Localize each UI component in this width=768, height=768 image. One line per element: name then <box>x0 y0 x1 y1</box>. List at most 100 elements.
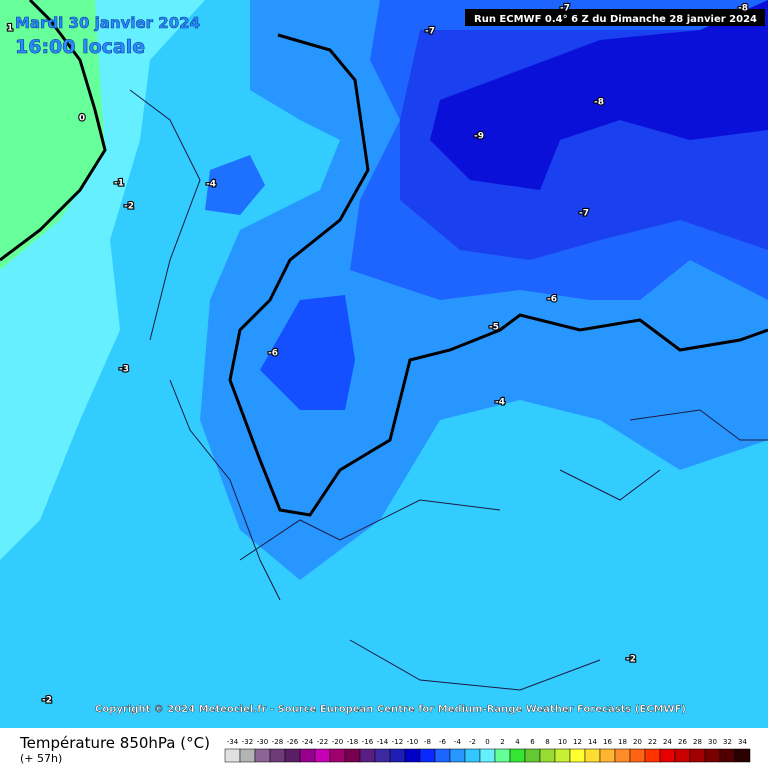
contour-label: -2 <box>626 655 636 665</box>
scale-swatch <box>494 748 511 763</box>
scale-label: -22 <box>317 738 328 746</box>
date: Mardi 30 janvier 2024 <box>15 14 200 32</box>
scale-label: 30 <box>708 738 717 746</box>
scale-swatch <box>224 748 241 763</box>
scale-label: -32 <box>242 738 253 746</box>
contour-label: -8 <box>738 4 748 14</box>
legend-subtitle: (+ 57h) <box>20 752 62 765</box>
contour-label: -1 <box>114 179 124 189</box>
contour-label: 1 <box>7 24 13 34</box>
run-box <box>465 9 765 26</box>
scale-label: 34 <box>738 738 747 746</box>
scale-swatch <box>464 748 481 763</box>
scale-label: 18 <box>618 738 627 746</box>
scale-label: 2 <box>500 738 504 746</box>
scale-swatch <box>284 748 301 763</box>
scale-swatch <box>659 748 676 763</box>
scale-label: 4 <box>515 738 520 746</box>
contour-label: -8 <box>594 98 604 108</box>
contour-label: -7 <box>425 27 435 37</box>
scale-swatch <box>329 748 346 763</box>
scale-swatch <box>539 748 556 763</box>
scale-label: -18 <box>347 738 358 746</box>
scale-label: -14 <box>377 738 389 746</box>
scale-swatch <box>359 748 376 763</box>
contour-label: 0 <box>79 114 85 124</box>
zone-minus6-b <box>260 295 355 410</box>
contour-label: -4 <box>495 398 505 408</box>
scale-label: -26 <box>287 738 299 746</box>
scale-swatch <box>299 748 316 763</box>
contour-label: -7 <box>579 209 589 219</box>
zone-minus8 <box>430 0 768 190</box>
copyright: Copyright © 2024 Meteociel.fr - Source E… <box>95 704 686 715</box>
scale-swatch <box>314 748 331 763</box>
scale-label: -34 <box>227 738 239 746</box>
scale-label: 20 <box>633 738 642 746</box>
contour-label: -9 <box>474 132 484 142</box>
contour-label: -4 <box>206 180 216 190</box>
contour-label: -2 <box>124 202 134 212</box>
scale-label: 28 <box>693 738 702 746</box>
scale-swatch <box>389 748 406 763</box>
scale-label: 6 <box>530 738 535 746</box>
scale-label: -2 <box>469 738 476 746</box>
scale-label: 10 <box>558 738 567 746</box>
scale-swatch <box>479 748 496 763</box>
scale-swatch <box>599 748 616 763</box>
legend-title: Température 850hPa (°C) <box>19 734 210 752</box>
scale-swatch <box>734 748 751 763</box>
contour-label: -6 <box>547 295 557 305</box>
scale-swatch <box>584 748 601 763</box>
scale-label: -30 <box>257 738 268 746</box>
scale-swatch <box>569 748 586 763</box>
scale-swatch <box>674 748 691 763</box>
color-scale: -34 -32 -30 -28 -26 -24 -22 -20 -18 -16 -14 -12 -10-… <box>224 738 751 763</box>
scale-swatch <box>344 748 361 763</box>
scale-swatch <box>719 748 736 763</box>
scale-swatch <box>419 748 436 763</box>
scale-label: -28 <box>272 738 283 746</box>
scale-label: 8 <box>545 738 549 746</box>
scale-swatch <box>404 748 421 763</box>
scale-label: -4 <box>454 738 462 746</box>
scale-swatch <box>629 748 646 763</box>
scale-label: 26 <box>678 738 687 746</box>
scale-swatch <box>689 748 706 763</box>
scale-swatch <box>449 748 466 763</box>
contour-label: -2 <box>42 696 52 706</box>
contour-label: -6 <box>268 349 278 359</box>
scale-swatch <box>704 748 721 763</box>
scale-label: 12 <box>573 738 582 746</box>
scale-swatch <box>374 748 391 763</box>
scale-swatch <box>644 748 661 763</box>
time: 16:00 locale <box>15 36 145 58</box>
scale-swatch <box>269 748 286 763</box>
contour-labels: -7 -8 -7 -8 -9 0 -1 -4 -2 -7 -6 -5 -6 -3 -4 -2 -2 1 <box>6 2 749 706</box>
contour-label: -7 <box>560 4 570 14</box>
scale-swatch <box>554 748 571 763</box>
scale-label: -12 <box>392 738 403 746</box>
scale-label: -20 <box>332 738 343 746</box>
scale-swatch <box>239 748 256 763</box>
scale-swatch <box>524 748 541 763</box>
scale-label: -8 <box>424 738 431 746</box>
scale-swatch <box>614 748 631 763</box>
contour-label: -5 <box>489 323 499 333</box>
zone-plus <box>0 0 105 270</box>
scale-label: 32 <box>723 738 732 746</box>
isotherm <box>228 33 768 517</box>
zone-minus4-b <box>205 155 265 215</box>
scale-label: 24 <box>663 738 672 746</box>
scale-label: 16 <box>603 738 612 746</box>
scale-label: 14 <box>588 738 597 746</box>
scale-label: -10 <box>407 738 418 746</box>
scale-swatch <box>254 748 271 763</box>
contour-label: -3 <box>119 365 129 375</box>
scale-swatch <box>509 748 526 763</box>
scale-label: -16 <box>362 738 374 746</box>
isotherm-zero <box>0 0 107 262</box>
scale-label: -6 <box>439 738 447 746</box>
